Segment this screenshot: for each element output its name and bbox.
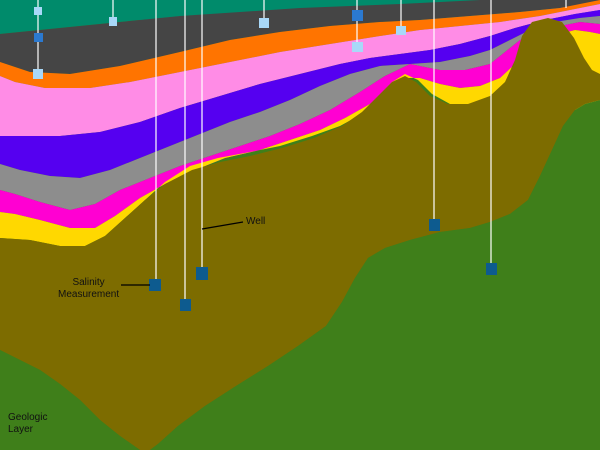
salinity-marker xyxy=(34,7,42,15)
charcoal-layer xyxy=(0,0,600,74)
salinity-label-line-1: Salinity xyxy=(72,277,105,288)
teal-layer xyxy=(0,0,600,34)
green-lower-left xyxy=(0,350,140,450)
salinity-marker xyxy=(396,26,406,35)
salinity-marker xyxy=(429,219,440,231)
salinity-marker xyxy=(486,263,497,275)
gray-layer xyxy=(0,16,600,210)
well-label: Well xyxy=(246,216,266,227)
olive-body xyxy=(0,18,600,450)
salinity-marker xyxy=(352,42,363,52)
salinity-marker xyxy=(149,279,161,291)
salinity-marker xyxy=(259,18,269,28)
salinity-marker xyxy=(196,267,208,280)
orange-layer xyxy=(0,0,600,88)
well-pointer-line xyxy=(201,221,244,230)
magenta-layer xyxy=(0,22,600,228)
salinity-label-line-2: Measurement xyxy=(58,289,120,300)
green-lower-right xyxy=(150,100,600,450)
salinity-markers xyxy=(33,7,497,311)
salinity-marker xyxy=(352,10,363,21)
geologic-label-line-1: Geologic xyxy=(8,412,48,423)
salinity-marker xyxy=(180,299,191,311)
salinity-marker xyxy=(34,33,43,42)
salinity-measurement-label: Salinity Measurement xyxy=(58,277,119,301)
geologic-layer-label: Geologic Layer xyxy=(8,412,47,436)
violet-layer xyxy=(0,10,600,178)
pink-layer xyxy=(0,4,600,136)
geologic-label-line-2: Layer xyxy=(8,424,34,435)
salinity-marker xyxy=(109,17,117,26)
yellow-layer xyxy=(0,30,600,246)
salinity-marker xyxy=(33,69,43,79)
